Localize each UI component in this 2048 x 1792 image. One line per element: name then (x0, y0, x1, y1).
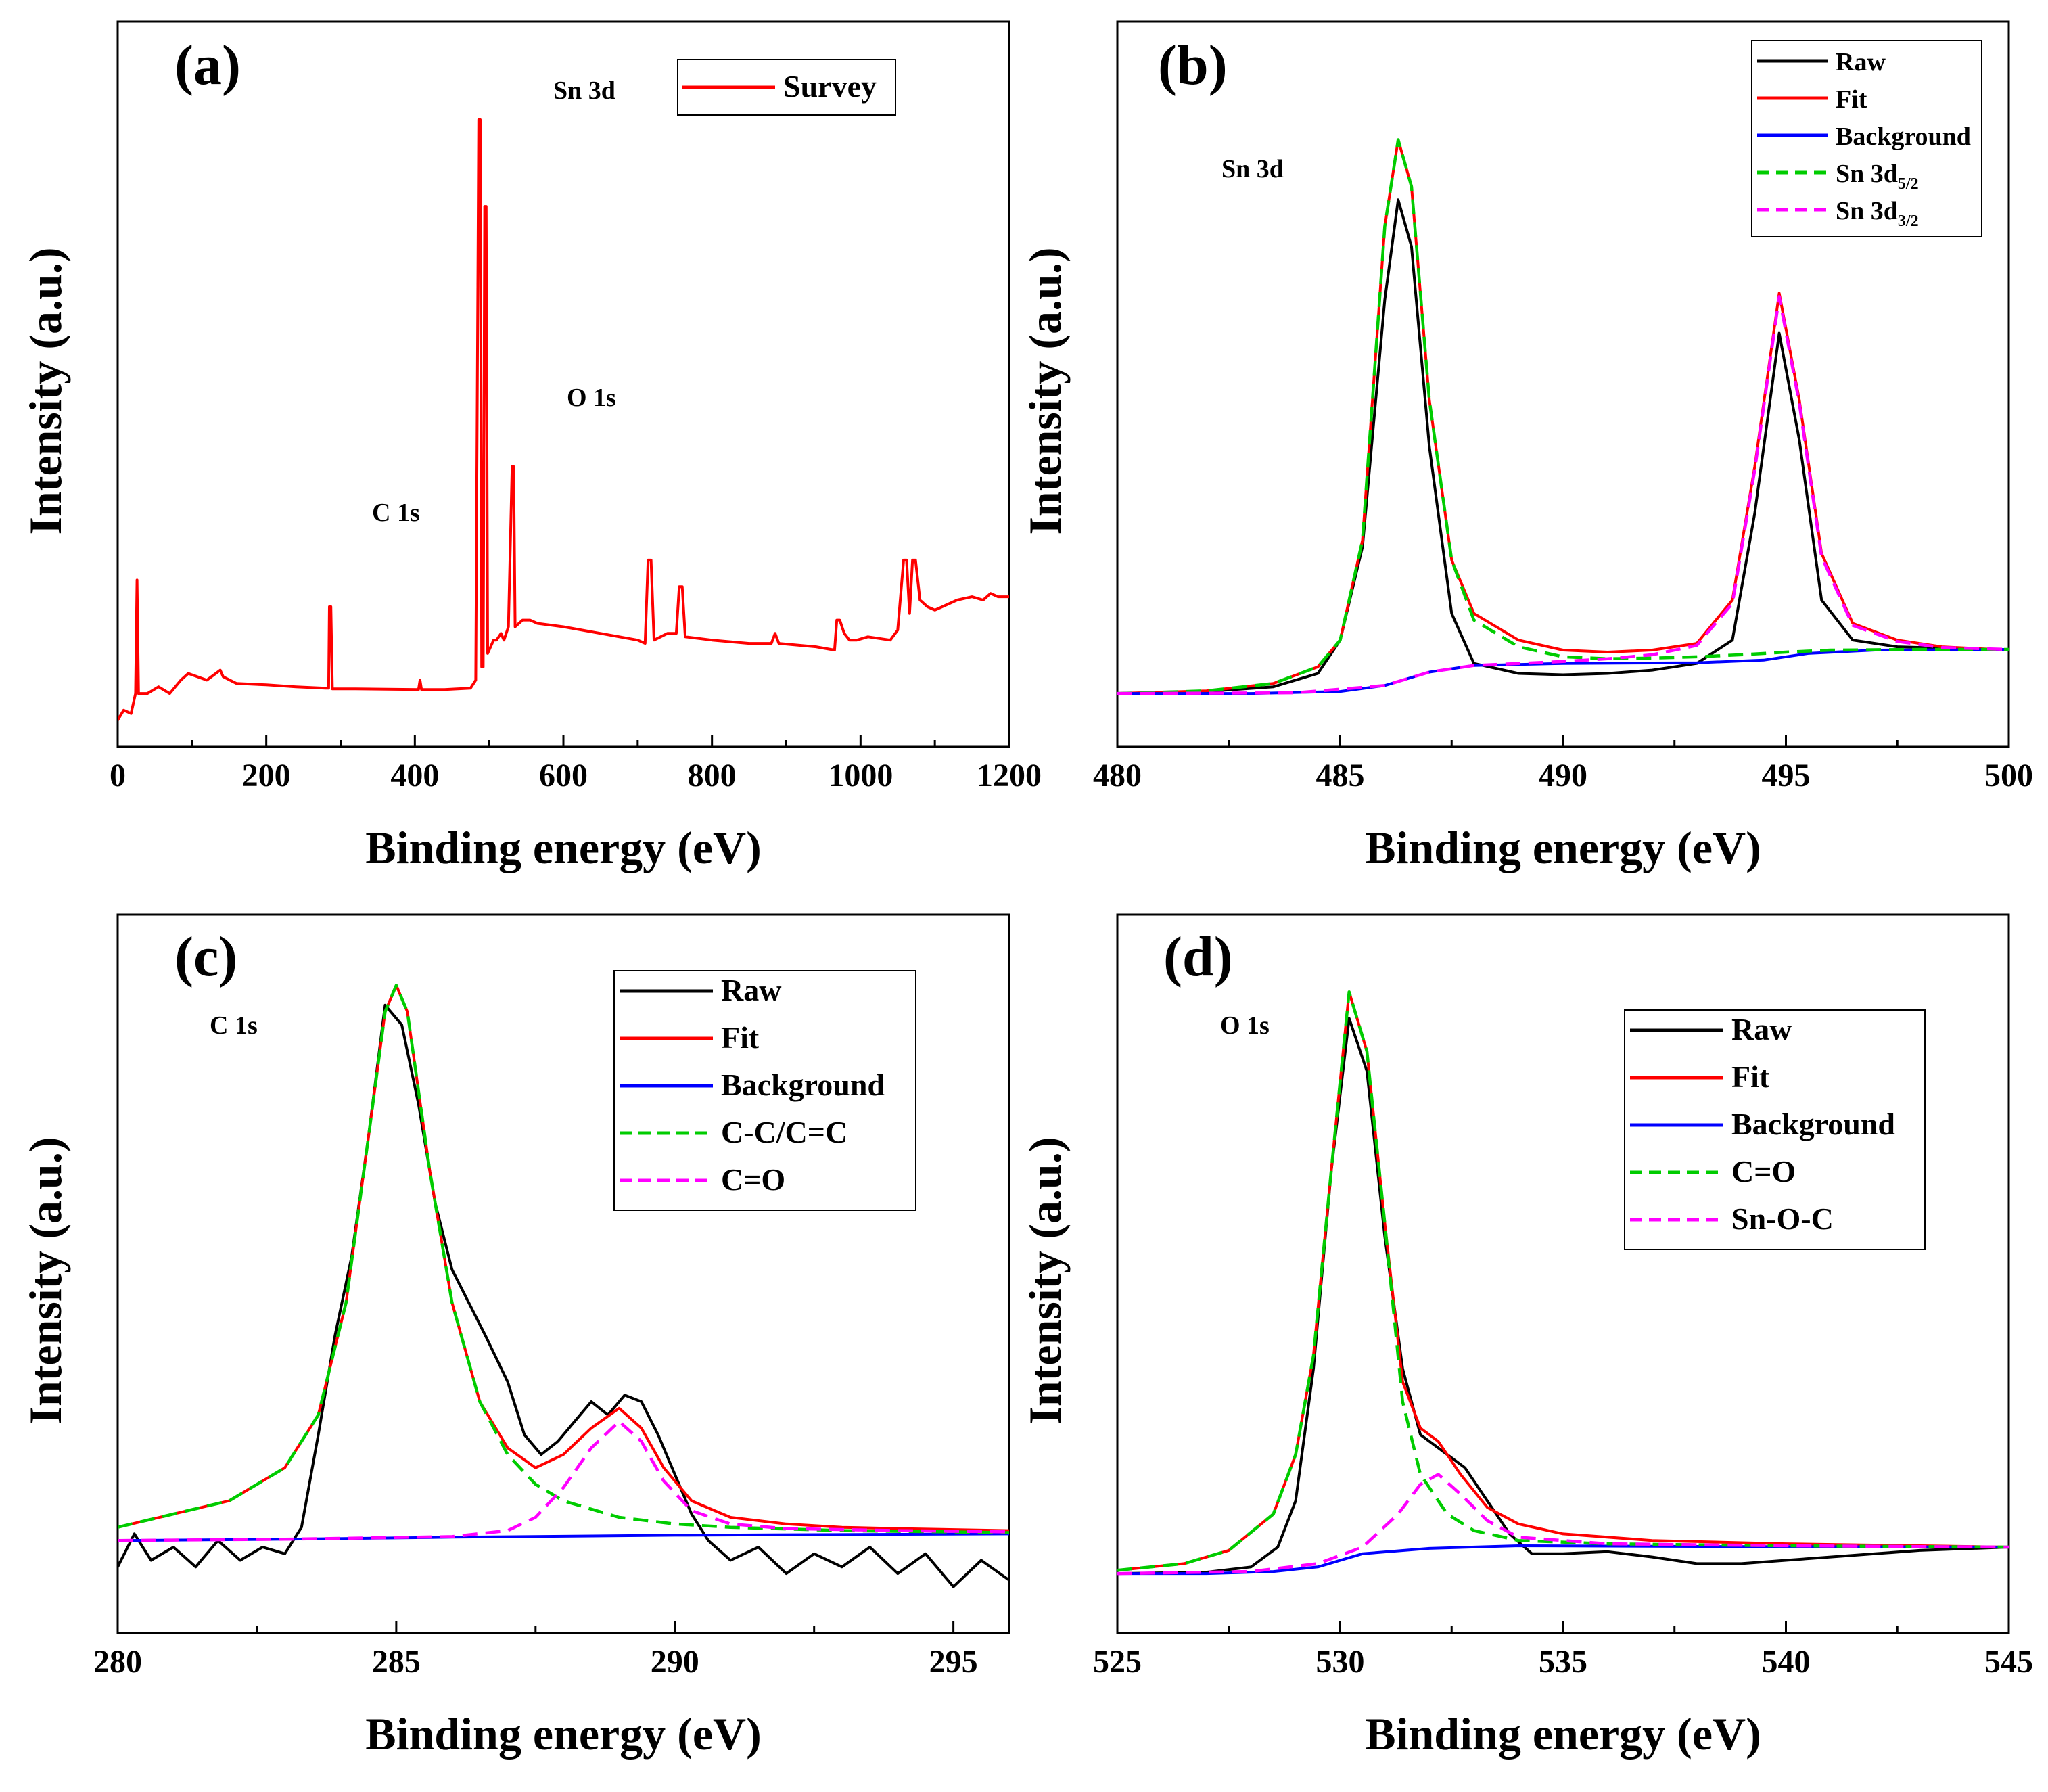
x-tick-label: 500 (1984, 758, 2033, 794)
legend: Raw Fit Background C=O Sn-O-C (1624, 1009, 1926, 1250)
peak-annotation: O 1s (567, 384, 616, 412)
x-axis-title: Binding energy (eV) (365, 822, 762, 873)
x-tick-label: 600 (539, 758, 588, 794)
series-line-raw (118, 1003, 1009, 1588)
series-line-c-o (118, 1420, 1009, 1542)
x-tick-label: 400 (390, 758, 439, 794)
panel-label: (b) (1158, 34, 1228, 97)
y-axis-title: Intensity (a.u.) (20, 247, 71, 534)
legend-box (1624, 1009, 1926, 1250)
panel-label: (d) (1163, 925, 1233, 988)
x-tick-label: 485 (1316, 758, 1365, 794)
y-axis-title: Intensity (a.u.) (20, 1136, 71, 1424)
series-line-c-o (1117, 990, 2009, 1572)
series-line-sn-3d5-2 (1117, 138, 2009, 695)
x-tick-label: 525 (1093, 1644, 1142, 1680)
series-line-sn-o-c (1117, 1473, 2009, 1576)
legend-label: Raw (1836, 48, 1886, 76)
legend-label: C=O (721, 1162, 785, 1197)
chart-panel-c: 280 285 290 295 Binding energy (eV) Intensity… (20, 913, 1010, 1760)
legend-label: Background (721, 1067, 885, 1102)
x-tick-label: 290 (651, 1644, 699, 1680)
peak-annotation: C 1s (210, 1011, 258, 1040)
series-line-raw (1117, 198, 2009, 695)
legend: Survey (677, 59, 896, 116)
x-tick-label: 530 (1316, 1644, 1365, 1680)
x-tick-label: 540 (1762, 1644, 1811, 1680)
legend-label: Background (1836, 122, 1971, 151)
x-tick-label: 285 (372, 1644, 421, 1680)
x-tick-label: 535 (1539, 1644, 1587, 1680)
x-axis-title: Binding energy (eV) (365, 1708, 762, 1760)
panel-label: (c) (174, 925, 237, 988)
legend-label: Background (1731, 1107, 1895, 1141)
series-line-sn-3d3-2 (1117, 295, 2009, 695)
peak-annotation: Sn 3d (1221, 155, 1284, 183)
series-line-background (118, 1532, 1009, 1542)
series-line-background (1117, 1544, 2009, 1576)
legend-label: Fit (1836, 85, 1867, 114)
series-line-survey (118, 118, 1009, 721)
legend-label: Fit (721, 1020, 760, 1055)
x-tick-label: 295 (929, 1644, 978, 1680)
x-tick-label: 1200 (977, 758, 1042, 794)
x-tick-label: 545 (1984, 1644, 2033, 1680)
panel-label: (a) (174, 34, 241, 97)
legend-label: Survey (783, 69, 877, 104)
legend-label: Raw (721, 973, 781, 1007)
legend: Raw Fit Background C-C/C=C C=O (613, 970, 916, 1211)
y-axis-title: Intensity (a.u.) (1019, 247, 1071, 534)
peak-annotation: C 1s (372, 499, 420, 527)
legend-label: C=O (1731, 1154, 1796, 1189)
x-tick-label: 800 (688, 758, 737, 794)
series-line-c-c-c-c (118, 984, 1009, 1534)
legend-box (1751, 40, 1982, 237)
x-tick-label: 200 (242, 758, 291, 794)
legend-label: Sn-O-C (1731, 1201, 1834, 1236)
peak-annotation: O 1s (1220, 1011, 1270, 1040)
x-axis-title: Binding energy (eV) (1365, 1708, 1761, 1760)
legend-label: C-C/C=C (721, 1115, 847, 1149)
x-axis-title: Binding energy (eV) (1365, 822, 1761, 873)
plot-frame (116, 913, 1010, 1634)
x-tick-label: 490 (1539, 758, 1587, 794)
series-line-raw (1117, 1017, 2009, 1576)
x-tick-label: 480 (1093, 758, 1142, 794)
chart-panel-a: 0 200 400 600 800 1000 1200 Binding energy (eV)… (20, 20, 1042, 873)
chart-panel-b: 480 485 490 495 500 Binding energy (eV) Intens… (1019, 20, 2033, 873)
x-tick-label: 0 (110, 758, 126, 794)
y-axis-title: Intensity (a.u.) (1019, 1136, 1071, 1424)
x-tick-label: 1000 (828, 758, 893, 794)
x-tick-label: 495 (1762, 758, 1811, 794)
x-tick-label: 280 (93, 1644, 142, 1680)
chart-panel-d: 525 530 535 540 545 Binding energy (eV) Intens… (1019, 913, 2033, 1760)
legend-box (613, 970, 916, 1211)
legend-label: Fit (1731, 1059, 1770, 1094)
peak-annotation: Sn 3d (553, 76, 615, 105)
legend-label: Raw (1731, 1012, 1792, 1047)
